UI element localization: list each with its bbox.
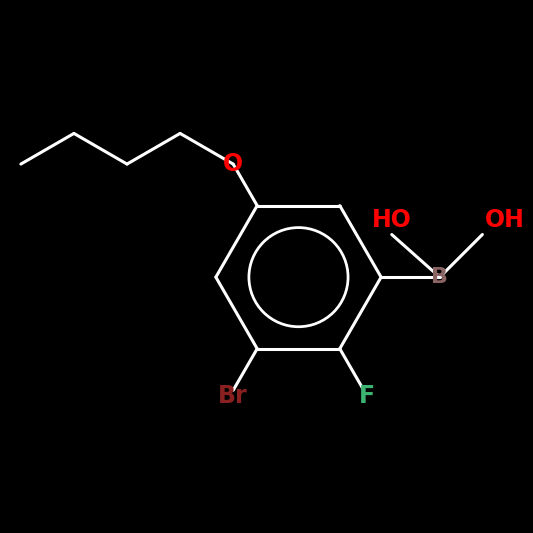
Text: OH: OH bbox=[485, 208, 525, 232]
Text: F: F bbox=[358, 384, 375, 408]
Text: O: O bbox=[223, 152, 243, 176]
Text: B: B bbox=[431, 267, 448, 287]
Text: Br: Br bbox=[219, 384, 248, 408]
Text: HO: HO bbox=[372, 208, 411, 232]
